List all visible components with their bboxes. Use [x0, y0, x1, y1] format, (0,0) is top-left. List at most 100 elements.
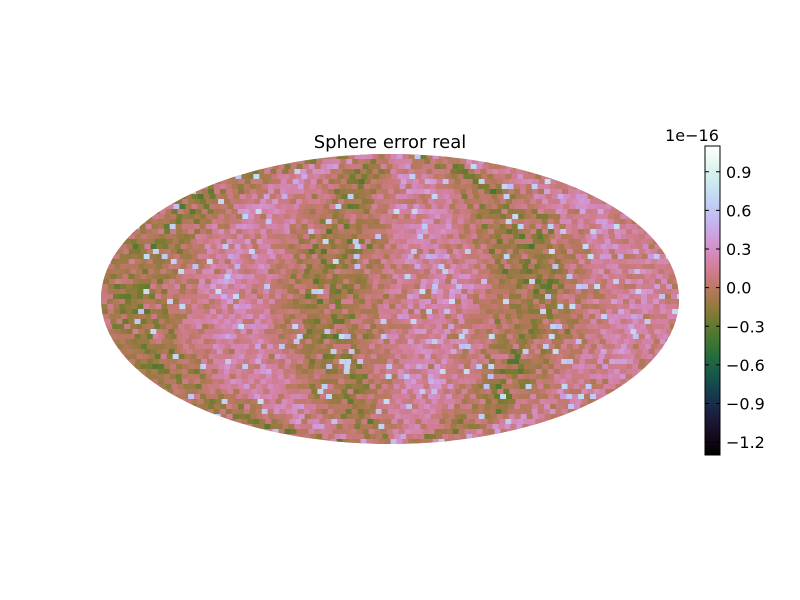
sphere-cell — [494, 319, 501, 324]
sphere-cell — [265, 224, 272, 229]
sphere-cell — [545, 399, 552, 404]
sphere-cell — [495, 209, 502, 214]
sphere-cell — [158, 214, 165, 219]
sphere-cell — [241, 369, 248, 374]
sphere-cell — [336, 329, 343, 334]
sphere-cell — [589, 374, 596, 379]
sphere-cell — [319, 369, 326, 374]
sphere-cell — [200, 364, 207, 369]
sphere-cell — [454, 324, 461, 329]
sphere-cell — [518, 394, 525, 399]
sphere-cell — [638, 229, 645, 234]
sphere-cell — [599, 289, 606, 294]
sphere-cell — [456, 169, 463, 174]
sphere-cell — [391, 374, 398, 379]
sphere-cell — [173, 204, 180, 209]
sphere-cell — [170, 364, 177, 369]
sphere-cell — [542, 229, 549, 234]
sphere-cell — [229, 219, 236, 224]
sphere-cell — [276, 349, 283, 354]
sphere-cell — [405, 184, 412, 189]
sphere-cell — [146, 274, 153, 279]
sphere-cell — [109, 314, 116, 319]
sphere-cell — [491, 289, 498, 294]
sphere-cell — [239, 194, 246, 199]
sphere-cell — [230, 199, 237, 204]
sphere-cell — [582, 244, 589, 249]
sphere-cell — [424, 239, 431, 244]
sphere-cell — [529, 174, 536, 179]
sphere-cell — [679, 314, 685, 319]
sphere-cell — [374, 249, 381, 254]
sphere-cell — [460, 324, 467, 329]
sphere-cell — [350, 249, 357, 254]
sphere-cell — [539, 399, 546, 404]
sphere-cell — [548, 319, 555, 324]
sphere-cell — [607, 219, 614, 224]
sphere-cell — [427, 224, 434, 229]
sphere-cell — [281, 204, 288, 209]
sphere-cell — [497, 304, 504, 309]
sphere-cell — [370, 189, 377, 194]
sphere-cell — [417, 359, 424, 364]
sphere-cell — [462, 284, 469, 289]
sphere-cell — [246, 169, 253, 174]
sphere-cell — [544, 189, 551, 194]
sphere-cell — [437, 299, 443, 304]
sphere-cell — [566, 394, 573, 399]
sphere-cell — [455, 294, 461, 299]
sphere-cell — [471, 184, 478, 189]
sphere-cell — [592, 354, 599, 359]
sphere-cell — [464, 334, 471, 339]
sphere-cell — [317, 399, 324, 404]
sphere-cell — [572, 199, 579, 204]
sphere-cell — [212, 274, 219, 279]
sphere-cell — [496, 179, 503, 184]
sphere-cell — [406, 324, 413, 329]
sphere-cell — [206, 364, 213, 369]
sphere-cell — [570, 329, 577, 334]
sphere-cell — [373, 219, 380, 224]
sphere-cell — [428, 379, 435, 384]
sphere-cell — [606, 329, 613, 334]
sphere-cell — [305, 294, 311, 299]
sphere-cell — [464, 259, 471, 264]
sphere-cell — [494, 334, 501, 339]
sphere-cell — [533, 399, 540, 404]
sphere-cell — [316, 324, 323, 329]
sphere-cell — [233, 304, 240, 309]
sphere-cell — [282, 309, 289, 314]
sphere-cell — [279, 209, 286, 214]
sphere-cell — [216, 329, 223, 334]
sphere-cell — [242, 199, 249, 204]
sphere-cell — [324, 329, 331, 334]
sphere-cell — [432, 439, 439, 444]
sphere-cell — [479, 289, 486, 294]
sphere-cell — [439, 369, 446, 374]
sphere-cell — [150, 349, 157, 354]
sphere-cell — [346, 239, 353, 244]
sphere-cell — [567, 384, 574, 389]
sphere-cell — [588, 309, 595, 314]
sphere-cell — [247, 279, 254, 284]
sphere-cell — [563, 254, 570, 259]
sphere-cell — [348, 154, 355, 159]
sphere-cell — [448, 404, 455, 409]
sphere-cell — [170, 259, 177, 264]
sphere-cell — [231, 359, 238, 364]
sphere-cell — [593, 339, 600, 344]
sphere-cell — [234, 244, 241, 249]
sphere-cell — [354, 264, 361, 269]
sphere-cell — [308, 199, 315, 204]
sphere-cell — [285, 384, 292, 389]
sphere-cell — [326, 274, 333, 279]
sphere-cell — [261, 234, 268, 239]
sphere-cell — [382, 269, 389, 274]
sphere-cell — [438, 329, 445, 334]
sphere-cell — [383, 294, 389, 299]
sphere-cell — [590, 379, 597, 384]
sphere-cell — [174, 244, 181, 249]
sphere-cell — [239, 204, 246, 209]
sphere-cell — [185, 294, 191, 299]
sphere-cell — [237, 359, 244, 364]
